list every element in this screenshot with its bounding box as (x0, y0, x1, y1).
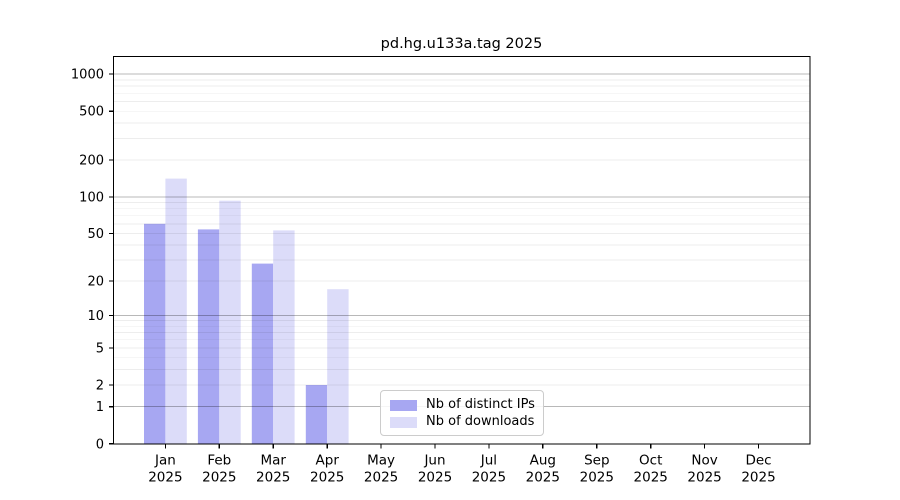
legend-label-downloads: Nb of downloads (426, 414, 535, 429)
legend-swatch-distinct-ips-icon (390, 399, 417, 411)
x-tick-year-jun: 2025 (418, 470, 452, 486)
x-tick-year-mar: 2025 (256, 470, 290, 486)
legend-label-distinct-ips: Nb of distinct IPs (426, 397, 535, 412)
y-tick-label-20: 20 (87, 274, 104, 289)
x-tick-year-nov: 2025 (687, 470, 721, 486)
y-tick-label-5: 5 (96, 341, 104, 356)
bar-jan-nb-of-distinct-ips (144, 223, 166, 444)
x-tick-year-jan: 2025 (148, 470, 182, 486)
y-tick-label-500: 500 (79, 105, 104, 120)
x-tick-label-aug: Aug (530, 453, 556, 469)
bar-apr-nb-of-downloads (327, 289, 349, 444)
bar-jan-nb-of-downloads (165, 178, 187, 444)
x-tick-label-dec: Dec (745, 453, 771, 469)
legend-item-distinct-ips: Nb of distinct IPs (390, 397, 535, 413)
x-tick-label-jan: Jan (154, 453, 176, 469)
bar-apr-nb-of-distinct-ips (305, 385, 328, 444)
x-tick-label-sep: Sep (584, 453, 609, 469)
x-tick-year-feb: 2025 (202, 470, 236, 486)
x-tick-label-jun: Jun (423, 453, 445, 469)
x-tick-year-dec: 2025 (741, 470, 775, 486)
y-tick-label-10: 10 (87, 309, 104, 324)
y-tick-label-1000: 1000 (71, 68, 104, 83)
y-tick-label-2: 2 (96, 379, 104, 394)
legend-item-downloads: Nb of downloads (390, 414, 534, 430)
y-tick-label-100: 100 (79, 190, 104, 205)
y-tick-label-0: 0 (96, 437, 104, 452)
chart-title: pd.hg.u133a.tag 2025 (380, 36, 543, 52)
x-tick-year-jul: 2025 (472, 470, 506, 486)
legend: Nb of distinct IPs Nb of downloads (380, 390, 544, 436)
bar-feb-nb-of-distinct-ips (197, 229, 220, 444)
legend-swatch-downloads-icon (390, 416, 417, 428)
x-tick-label-mar: Mar (260, 453, 286, 469)
bar-mar-nb-of-downloads (273, 230, 295, 444)
y-tick-label-50: 50 (87, 227, 104, 242)
x-tick-label-nov: Nov (691, 453, 717, 469)
x-tick-label-feb: Feb (207, 453, 231, 469)
x-tick-year-may: 2025 (364, 470, 398, 486)
bar-feb-nb-of-downloads (219, 200, 241, 444)
x-tick-year-sep: 2025 (580, 470, 614, 486)
x-tick-label-may: May (367, 453, 395, 469)
bar-mar-nb-of-distinct-ips (251, 263, 274, 444)
y-tick-label-200: 200 (79, 154, 104, 169)
x-tick-label-apr: Apr (316, 453, 340, 469)
y-tick-label-1: 1 (96, 400, 104, 415)
x-tick-year-apr: 2025 (310, 470, 344, 486)
x-tick-year-aug: 2025 (526, 470, 560, 486)
x-tick-label-jul: Jul (480, 453, 497, 469)
x-tick-year-oct: 2025 (634, 470, 668, 486)
x-tick-label-oct: Oct (639, 453, 662, 469)
plot-frame (112, 55, 811, 445)
